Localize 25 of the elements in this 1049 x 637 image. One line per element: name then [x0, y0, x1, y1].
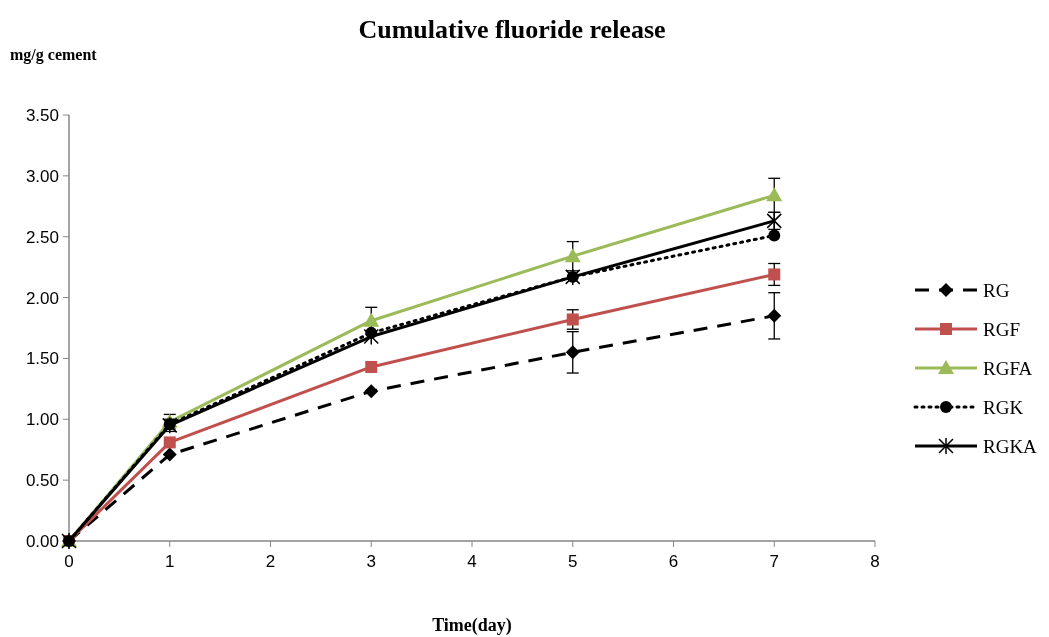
y-tick-label: 1.00 [25, 410, 59, 430]
y-tick-label: 0.00 [25, 531, 59, 551]
legend-label: RGK [983, 396, 1024, 418]
chart-title: Cumulative fluoride release [358, 15, 666, 44]
x-tick-label: 3 [366, 552, 376, 571]
x-tick-label: 5 [568, 552, 578, 571]
legend-label: RG [983, 279, 1010, 301]
x-tick-label: 7 [769, 552, 779, 571]
x-tick-label: 0 [64, 552, 74, 571]
x-tick-label: 4 [467, 552, 477, 571]
legend-label: RGF [983, 318, 1020, 340]
y-tick-label: 3.00 [25, 166, 59, 186]
x-tick-label: 6 [668, 552, 679, 571]
x-axis-title: Time(day) [432, 615, 512, 636]
x-tick-label: 8 [870, 552, 880, 571]
legend-label: RGFA [983, 357, 1033, 379]
x-tick-label: 1 [165, 552, 175, 571]
y-tick-label: 2.50 [25, 227, 59, 247]
y-axis-title: mg/g cement [10, 46, 98, 64]
y-tick-label: 3.50 [25, 105, 59, 125]
legend-label: RGKA [983, 435, 1038, 457]
y-tick-label: 0.50 [25, 471, 59, 491]
x-tick-label: 2 [265, 552, 276, 571]
y-tick-label: 1.50 [25, 349, 59, 369]
y-tick-label: 2.00 [25, 288, 59, 308]
